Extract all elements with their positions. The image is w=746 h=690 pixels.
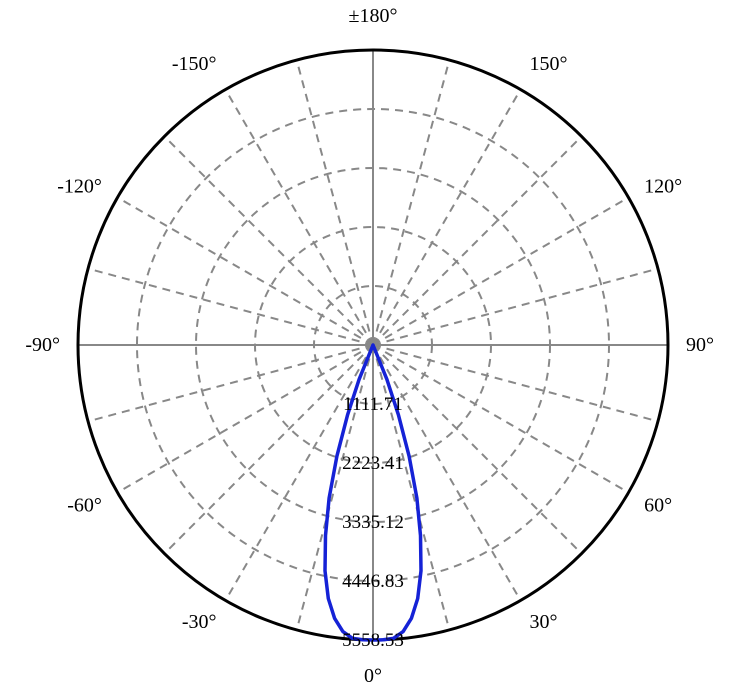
angle-label: ±180° [349, 5, 398, 27]
angle-label: -30° [182, 611, 217, 633]
angle-label: 0° [364, 665, 382, 687]
angle-label: -150° [172, 53, 217, 75]
angle-label: 60° [644, 495, 672, 517]
radial-label: 3335.12 [342, 512, 404, 533]
angle-label: 30° [530, 611, 558, 633]
radial-label: 5558.53 [342, 630, 404, 651]
angle-label: -120° [57, 176, 102, 198]
radial-label: 1111.71 [343, 394, 403, 415]
angle-label: 90° [686, 334, 714, 356]
radial-label: 2223.41 [342, 453, 404, 474]
angle-label: 150° [530, 53, 568, 75]
radial-label: 4446.83 [342, 571, 404, 592]
polar-chart: 1111.71 2223.41 3335.12 4446.83 5558.53 ±180… [0, 0, 746, 690]
angle-label: 120° [644, 176, 682, 198]
angle-label: -90° [25, 334, 60, 356]
angle-label: -60° [67, 495, 102, 517]
